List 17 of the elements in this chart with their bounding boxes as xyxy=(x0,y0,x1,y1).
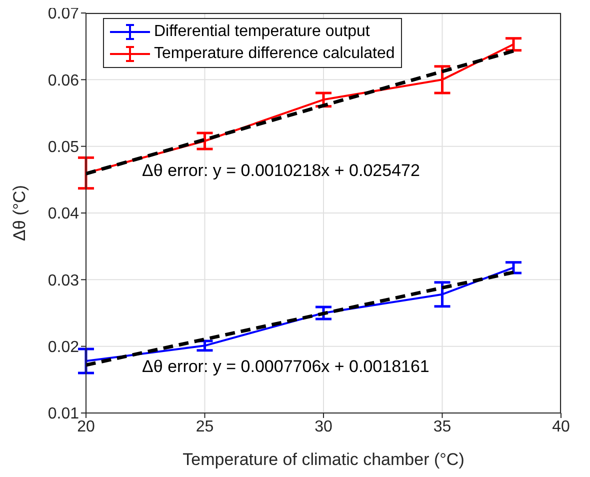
legend-label: Temperature difference calculated xyxy=(154,45,395,63)
y-tick-label: 0.05 xyxy=(48,139,80,156)
x-tick-label: 30 xyxy=(314,418,332,436)
x-tick-label: 25 xyxy=(196,418,214,436)
x-axis-title: Temperature of climatic chamber (°C) xyxy=(182,450,464,469)
x-tick-label: 40 xyxy=(552,418,570,436)
y-tick-label: 0.04 xyxy=(48,206,80,223)
y-axis-title: Δθ (°C) xyxy=(10,185,30,241)
y-tick-label: 0.03 xyxy=(48,272,80,290)
y-tick-label: 0.01 xyxy=(48,406,80,423)
x-tick-label: 20 xyxy=(77,418,95,436)
y-tick-label: 0.06 xyxy=(48,72,80,90)
y-tick-label: 0.02 xyxy=(48,339,80,356)
legend-label: Differential temperature output xyxy=(154,23,370,41)
x-tick-label: 35 xyxy=(433,418,452,436)
annotation: Δθ error: y = 0.0007706x + 0.0018161 xyxy=(142,357,430,377)
annotation: Δθ error: y = 0.0010218x + 0.025472 xyxy=(142,161,420,181)
